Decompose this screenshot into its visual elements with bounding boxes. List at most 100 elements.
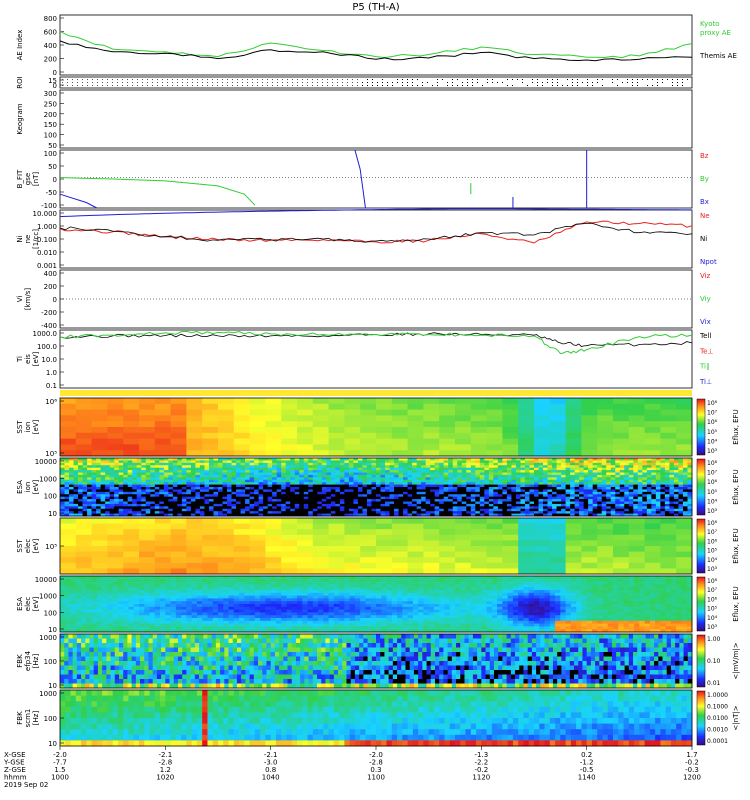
spectrogram-cell (127, 462, 133, 466)
spectrogram-cell (172, 462, 178, 466)
spectrogram-cell (470, 474, 476, 478)
spectrogram-cell (448, 494, 454, 498)
spectrogram-cell (461, 499, 467, 502)
spectrogram-cell (249, 427, 266, 434)
spectrogram-cell (633, 511, 639, 514)
spectrogram-cell (168, 499, 174, 502)
spectrogram-cell (389, 479, 395, 483)
roi-dot (292, 82, 293, 83)
spectrogram-cell (170, 529, 187, 536)
spectrogram-cell (177, 460, 183, 464)
spectrogram-cell (70, 601, 77, 605)
spectrogram-cell (518, 518, 535, 524)
spectrogram-cell (570, 482, 576, 485)
spectrogram-cell (529, 474, 535, 478)
spectrogram-cell (78, 511, 83, 514)
spectrogram-cell (91, 487, 97, 490)
spectrogram-cell (493, 460, 499, 464)
spectrogram-cell (493, 465, 499, 469)
spectrogram-cell (534, 557, 551, 564)
spectrogram-cell (70, 587, 77, 591)
spectrogram-cell (265, 409, 282, 416)
spectrogram-cell (281, 432, 298, 439)
spectrogram-cell (236, 467, 241, 471)
spectrogram-cell (633, 479, 639, 483)
spectrogram-cell (112, 623, 119, 627)
spectrogram-cell (520, 482, 526, 485)
spectrogram-cell (236, 474, 241, 478)
spectrogram-cell (330, 462, 336, 466)
spectrogram-cell (538, 462, 544, 466)
spectrogram-cell (154, 487, 160, 490)
spectrogram-cell (199, 482, 205, 485)
spectrogram-cell (249, 546, 266, 552)
spectrogram-cell (159, 494, 165, 498)
spectrogram-cell (136, 479, 142, 483)
spectrogram-cell (391, 568, 408, 575)
spectrogram-cell (371, 460, 377, 464)
spectrogram-cell (285, 489, 291, 493)
spectrogram-cell (299, 513, 305, 517)
roi-dot (187, 85, 188, 86)
roi-dot (417, 79, 418, 80)
spectrogram-cell (181, 460, 187, 464)
spectrogram-cell (502, 409, 519, 416)
spectrogram-cell (515, 489, 521, 493)
spectrogram-cell (96, 474, 102, 478)
spectrogram-cell (222, 458, 228, 461)
spectrogram-cell (615, 508, 621, 512)
spectrogram-cell (136, 506, 142, 510)
spectrogram-cell (303, 462, 309, 466)
spectrogram-cell (87, 474, 92, 478)
spectrogram-cell (353, 501, 359, 505)
spectrogram-cell (195, 472, 201, 476)
spectrogram-cell (290, 460, 296, 464)
spectrogram-cell (366, 467, 372, 471)
spectrogram-cell (144, 592, 150, 596)
spectrogram-cell (96, 511, 102, 514)
roi-dot (122, 82, 123, 83)
spectrogram-cell (687, 474, 693, 478)
roi-dot (132, 82, 133, 83)
spectrogram-cell (326, 496, 332, 500)
spectrogram-cell (326, 479, 332, 483)
spectrogram-cell (281, 534, 298, 541)
spectrogram-cell (281, 472, 287, 476)
spectrogram-cell (86, 595, 92, 599)
spectrogram-cell (227, 499, 232, 502)
spectrogram-cell (403, 494, 408, 498)
spectrogram-cell (317, 503, 323, 507)
spectrogram-cell (86, 606, 92, 610)
spectrogram-cell (281, 474, 287, 478)
spectrogram-cell (136, 503, 142, 507)
spectrogram-cell (168, 462, 174, 466)
spectrogram-cell (380, 460, 386, 464)
spectrogram-cell (457, 494, 463, 498)
spectrogram-cell (565, 508, 571, 512)
spectrogram-cell (470, 494, 476, 498)
roi-dot (77, 85, 78, 86)
spectrogram-cell (75, 529, 92, 536)
spectrogram-cell (123, 499, 129, 502)
spectrogram-cell (407, 450, 424, 457)
spectrogram-cell (669, 479, 675, 483)
spectrogram-cell (127, 513, 133, 517)
spectrogram-cell (114, 482, 120, 485)
spectrogram-cell (461, 477, 467, 481)
spectrogram-cell (105, 477, 111, 481)
spectrogram-cell (308, 460, 314, 464)
spectrogram-cell (687, 501, 693, 505)
spectrogram-cell (100, 506, 106, 510)
spectrogram-cell (601, 508, 607, 512)
spectrogram-cell (227, 501, 232, 505)
spectrogram-cell (118, 511, 124, 514)
spectrogram-cell (75, 598, 82, 602)
spectrogram-cell (457, 511, 463, 514)
spectrogram-cell (233, 562, 250, 569)
spectrogram-cell (294, 467, 300, 471)
spectrogram-cell (265, 398, 282, 405)
spectrogram-cell (326, 499, 332, 502)
spectrogram-cell (303, 482, 309, 485)
spectrogram-cell (294, 506, 300, 510)
spectrogram-cell (290, 513, 296, 517)
